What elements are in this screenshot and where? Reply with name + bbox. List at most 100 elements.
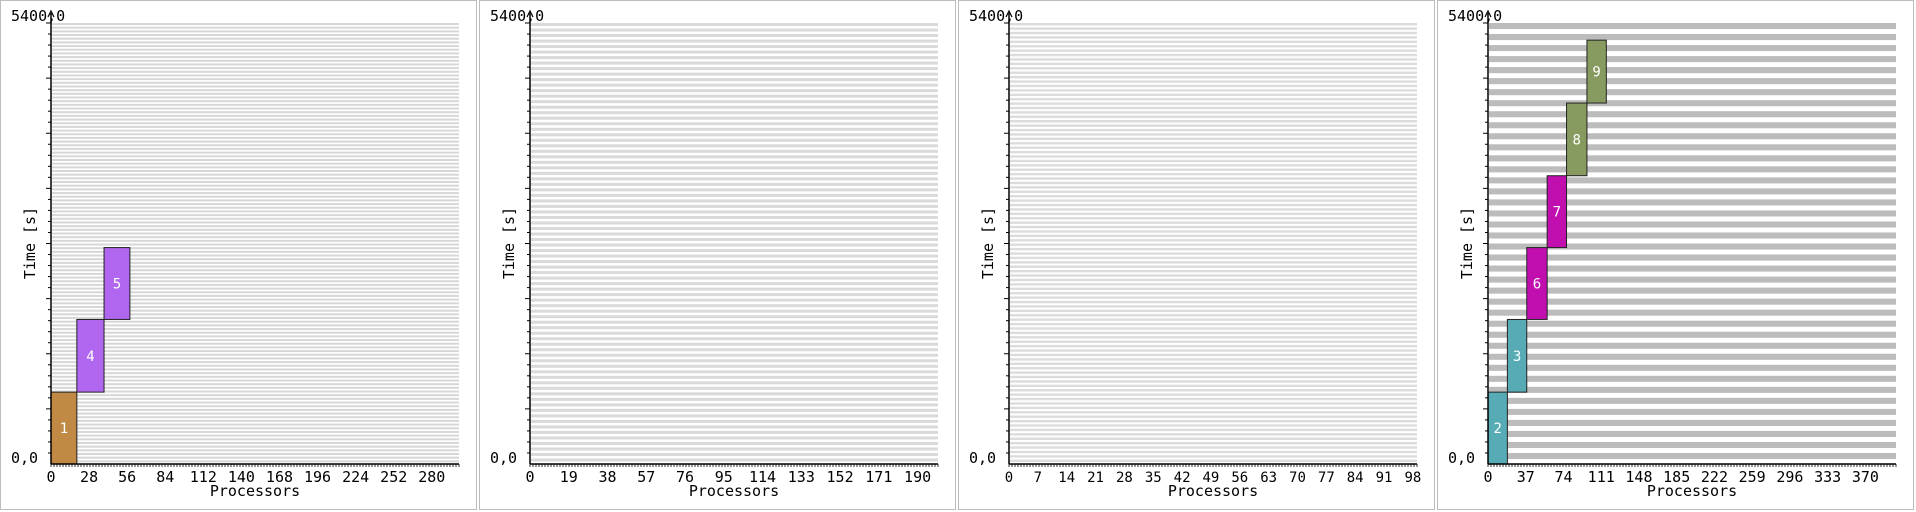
time-slot-row [1489, 89, 1896, 96]
job-label: 3 [1513, 349, 1521, 365]
time-slot-row [1489, 188, 1896, 195]
time-slot-row [52, 214, 459, 217]
x-minor-ticks [1008, 464, 1418, 467]
time-slot-row [531, 199, 938, 203]
time-slot-row [531, 386, 938, 390]
time-slot-row [1489, 364, 1896, 371]
time-slot-row [1010, 305, 1417, 308]
time-slot-row [1010, 186, 1417, 189]
time-slot-row [1010, 212, 1417, 216]
time-slot-row [52, 221, 459, 224]
time-slot-row [1010, 274, 1417, 277]
time-slot-row [1010, 36, 1417, 39]
time-slot-row [1010, 265, 1417, 268]
time-slot-row [1489, 177, 1896, 184]
time-slot-row [1010, 380, 1417, 383]
time-slot-row [52, 397, 459, 400]
time-slot-row [1010, 155, 1417, 158]
time-slot-row [531, 331, 938, 335]
y-minor-ticks [1483, 22, 1488, 454]
x-axis-title: Processors [1168, 482, 1258, 500]
time-slot-row [1010, 97, 1417, 101]
time-slot-row [52, 438, 459, 441]
time-slot-row [52, 394, 459, 397]
time-slot-row [531, 39, 938, 43]
chart-panel-3: 0 7 14 21 28 35 42 49 56 63 70 77 84 91 98 5400,0 0,0 Pro… [958, 0, 1435, 510]
job-block [1546, 175, 1568, 249]
time-slot-row [531, 28, 938, 32]
y-max-label: 5400,0 [969, 7, 1023, 25]
time-slot-row [52, 287, 459, 290]
x-tick-label: 14 [1058, 470, 1075, 486]
time-slot-row [52, 250, 459, 253]
time-slot-row [531, 155, 938, 159]
time-slot-row [1010, 203, 1417, 207]
time-slot-row [1010, 424, 1417, 427]
time-slot-row [1489, 320, 1896, 327]
x-tick-label: 56 [1231, 470, 1248, 486]
y-axis-title: Time [s] [979, 207, 997, 279]
time-slot-row [52, 203, 459, 206]
y-axis-arrow [47, 9, 55, 18]
job-block [1586, 39, 1607, 104]
x-tick-label: 63 [1260, 470, 1277, 486]
time-slot-row [1489, 276, 1896, 283]
time-slot-row [531, 237, 938, 242]
time-slot-row [1010, 384, 1417, 388]
time-slot-row [52, 291, 459, 294]
time-slot-row [531, 144, 938, 148]
x-tick-label: 91 [1376, 470, 1393, 486]
time-slot-row [52, 114, 459, 117]
job-label: 5 [113, 277, 121, 293]
time-slot-row [531, 414, 938, 418]
time-slot-row [1010, 314, 1417, 317]
time-slot-row [1010, 194, 1417, 198]
time-slot-row [1010, 327, 1417, 330]
x-tick-label: 49 [1203, 470, 1220, 486]
time-slot-row [52, 34, 459, 37]
time-slot-row [1010, 353, 1417, 357]
time-slot-row [52, 317, 459, 320]
time-slot-row [531, 100, 938, 104]
x-tick-label: 133 [788, 468, 815, 486]
x-tick-label: 224 [342, 468, 369, 486]
time-slot-row [531, 425, 938, 429]
x-tick-label: 168 [266, 468, 293, 486]
x-minor-ticks [50, 464, 460, 467]
time-slot-row [1010, 120, 1417, 123]
x-tick-label: 56 [118, 468, 136, 486]
time-slot-row [531, 447, 938, 451]
job-label: 7 [1553, 205, 1561, 221]
time-slot-row [1010, 247, 1417, 251]
time-slot-row [52, 416, 459, 419]
job-label: 1 [60, 421, 68, 437]
time-slot-row [52, 158, 459, 161]
x-tick-label: 70 [1289, 470, 1306, 486]
time-slot-row [1489, 221, 1896, 228]
time-slot-row [531, 304, 938, 308]
time-slot-row [531, 436, 938, 440]
x-tick-label: 84 [156, 468, 174, 486]
time-slot-row [52, 269, 459, 272]
job-label: 9 [1592, 65, 1600, 81]
time-slot-row [1010, 102, 1417, 105]
time-slot-row [52, 339, 459, 342]
time-slot-row [52, 342, 459, 345]
time-slot-row [52, 298, 459, 301]
time-slot-row [1010, 67, 1417, 70]
time-slot-row [531, 441, 938, 445]
time-slot-row [1010, 23, 1417, 26]
y-axis-arrow [1484, 9, 1492, 18]
time-slot-row [1010, 389, 1417, 392]
time-slot-rows [1489, 23, 1896, 460]
origin-label: 0,0 [969, 449, 996, 467]
time-slot-row [1489, 232, 1896, 239]
time-slot-row [1489, 353, 1896, 360]
time-slot-row [52, 379, 459, 382]
time-slot-row [531, 232, 938, 236]
x-tick-label: 19 [560, 468, 578, 486]
time-slot-row [1489, 419, 1896, 426]
time-slot-row [531, 265, 938, 269]
time-slot-row [1010, 137, 1417, 141]
time-slot-row [52, 375, 459, 378]
